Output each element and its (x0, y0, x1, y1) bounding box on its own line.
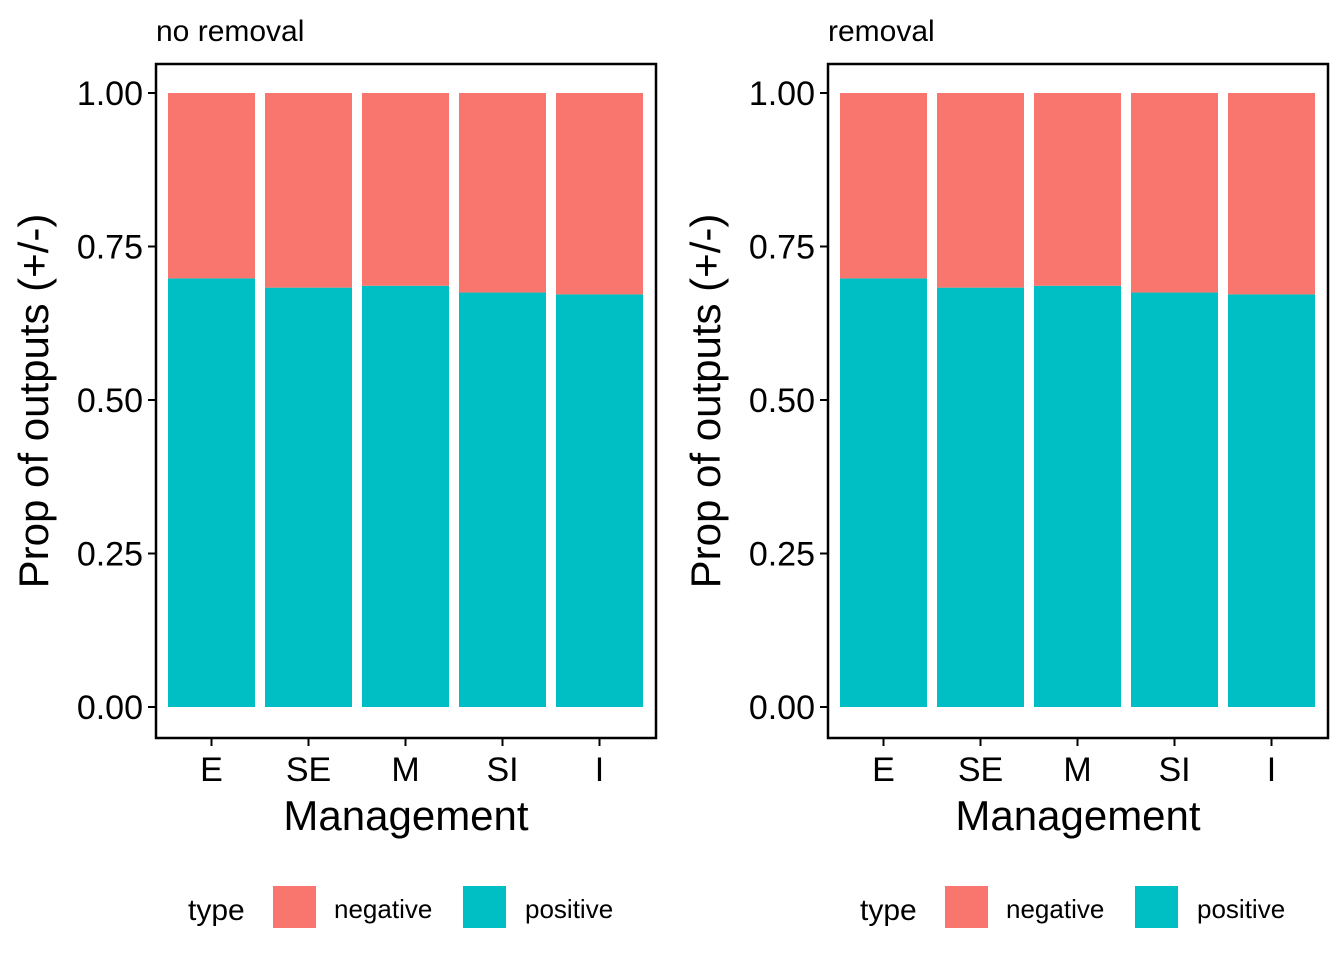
bar-negative-m (1034, 93, 1121, 286)
x-axis: E SE M SI I (200, 738, 604, 789)
x-axis-title: Management (955, 792, 1200, 839)
x-tick-label: SI (486, 751, 518, 789)
bar-positive-e (168, 278, 255, 707)
x-axis-title: Management (283, 792, 528, 839)
bars (168, 93, 643, 707)
legend-label-negative: negative (1006, 894, 1104, 924)
y-tick-label: 0.00 (749, 689, 815, 727)
legend-label-positive: positive (1197, 894, 1285, 924)
x-tick-label: M (391, 751, 419, 789)
bar-positive-si (459, 292, 546, 707)
bar-negative-se (265, 93, 352, 288)
panel-title: removal (828, 15, 935, 48)
y-tick-label: 1.00 (77, 75, 143, 113)
bar-positive-si (1131, 292, 1218, 707)
legend-label-negative: negative (334, 894, 432, 924)
legend: type negative positive (188, 886, 613, 928)
y-axis-title: Prop of outputs (+/-) (10, 214, 57, 589)
x-tick-label: M (1063, 751, 1091, 789)
bar-positive-m (362, 285, 449, 707)
bar-negative-si (1131, 93, 1218, 293)
x-tick-label: E (200, 751, 223, 789)
bar-negative-si (459, 93, 546, 293)
bar-positive-se (937, 287, 1024, 707)
y-axis-title: Prop of outputs (+/-) (682, 214, 729, 589)
bar-positive-i (1228, 294, 1315, 707)
legend: type negative positive (860, 886, 1285, 928)
x-tick-label: SI (1158, 751, 1190, 789)
x-tick-label: I (595, 751, 604, 789)
x-tick-label: SE (958, 751, 1003, 789)
y-axis: 0.00 0.25 0.50 0.75 1.00 (749, 75, 828, 727)
bar-positive-se (265, 287, 352, 707)
bar-negative-e (168, 93, 255, 279)
chart-panel-1: no removal 0.00 0.25 0.50 0.75 1.00 E SE M SI I Man… (10, 15, 658, 928)
x-tick-label: SE (286, 751, 331, 789)
legend-label-positive: positive (525, 894, 613, 924)
legend-swatch-positive (463, 886, 506, 928)
y-tick-label: 0.00 (77, 689, 143, 727)
bar-negative-i (1228, 93, 1315, 295)
chart-panel-2: removal 0.00 0.25 0.50 0.75 1.00 E SE M SI I Manage… (682, 15, 1330, 928)
legend-swatch-negative (945, 886, 988, 928)
y-tick-label: 0.75 (749, 229, 815, 267)
bar-negative-e (840, 93, 927, 279)
x-axis: E SE M SI I (872, 738, 1276, 789)
legend-title: type (188, 894, 245, 927)
y-tick-label: 0.25 (749, 536, 815, 574)
bar-negative-m (362, 93, 449, 286)
bars (840, 93, 1315, 707)
panel-title: no removal (156, 15, 304, 48)
y-tick-label: 0.75 (77, 229, 143, 267)
y-tick-label: 1.00 (749, 75, 815, 113)
bar-negative-i (556, 93, 643, 295)
bar-positive-e (840, 278, 927, 707)
bar-positive-m (1034, 285, 1121, 707)
legend-swatch-negative (273, 886, 316, 928)
bar-positive-i (556, 294, 643, 707)
legend-swatch-positive (1135, 886, 1178, 928)
x-tick-label: I (1267, 751, 1276, 789)
y-tick-label: 0.25 (77, 536, 143, 574)
y-tick-label: 0.50 (77, 382, 143, 420)
x-tick-label: E (872, 751, 895, 789)
legend-title: type (860, 894, 917, 927)
bar-negative-se (937, 93, 1024, 288)
y-axis: 0.00 0.25 0.50 0.75 1.00 (77, 75, 156, 727)
y-tick-label: 0.50 (749, 382, 815, 420)
